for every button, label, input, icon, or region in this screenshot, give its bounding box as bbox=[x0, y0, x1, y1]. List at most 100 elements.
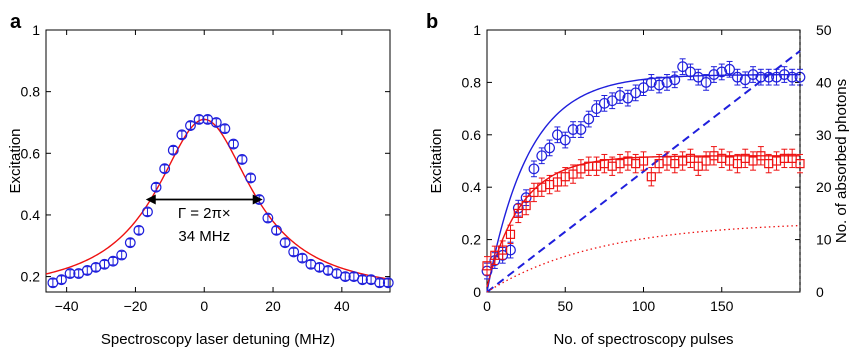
panel-a-plot-area bbox=[45, 29, 391, 293]
data-point bbox=[677, 61, 689, 73]
data-point bbox=[529, 187, 539, 198]
data-point bbox=[724, 63, 735, 75]
data-point bbox=[591, 103, 602, 114]
data-point bbox=[498, 245, 508, 255]
data-point bbox=[490, 250, 500, 260]
data-point bbox=[747, 69, 759, 80]
data-point bbox=[598, 97, 610, 109]
data-point bbox=[700, 76, 712, 88]
data-point bbox=[701, 156, 711, 166]
data-point bbox=[661, 76, 673, 88]
data-point bbox=[646, 172, 656, 182]
data-point bbox=[748, 156, 758, 166]
panel-a-x-axis-label: Spectroscopy laser detuning (MHz) bbox=[101, 331, 335, 348]
x-tick-label: 20 bbox=[265, 298, 281, 314]
data-point bbox=[116, 249, 128, 261]
data-point bbox=[645, 76, 657, 88]
panel-a-ticks: −40 −20 0 20 40 0.2 0.4 0.6 0.8 1 bbox=[21, 22, 390, 314]
data-point bbox=[787, 153, 797, 163]
data-point bbox=[732, 159, 743, 169]
data-point bbox=[236, 154, 248, 165]
x-tick-label: 100 bbox=[632, 298, 656, 314]
data-point bbox=[528, 163, 540, 175]
y-tick-label: 0.6 bbox=[462, 127, 482, 143]
panel-a: a −40 −20 0 20 40 0.2 0.4 0.6 0.8 1 Γ = 2π× 34 MH… bbox=[7, 11, 394, 348]
x-tick-label: 0 bbox=[200, 298, 208, 314]
data-point bbox=[669, 74, 681, 86]
linewidth-label-line2: 34 MHz bbox=[178, 228, 230, 245]
data-point bbox=[786, 71, 798, 83]
data-point bbox=[552, 129, 563, 141]
data-point bbox=[159, 163, 171, 175]
panel-a-label: a bbox=[10, 11, 22, 33]
panel-b-right-y-axis-label: No. of absorbed photons bbox=[833, 79, 850, 243]
right-y-tick-label: 0 bbox=[816, 284, 824, 300]
data-point bbox=[210, 117, 222, 128]
panel-b-y-axis-label: Excitation bbox=[428, 128, 445, 193]
y-tick-label: 0 bbox=[473, 284, 481, 300]
y-tick-label: 0.8 bbox=[462, 74, 482, 90]
panel-a-y-axis-label: Excitation bbox=[7, 128, 24, 193]
y-tick-label: 0.2 bbox=[21, 269, 41, 285]
data-point bbox=[357, 274, 368, 286]
data-point bbox=[107, 255, 119, 267]
panel-b-data bbox=[481, 58, 806, 280]
fit-curve-1 bbox=[45, 118, 391, 280]
dashed-photon-line bbox=[486, 50, 801, 293]
y-tick-label: 0.6 bbox=[21, 145, 41, 161]
x-tick-label: 50 bbox=[557, 298, 573, 314]
data-point bbox=[176, 129, 188, 141]
data-point bbox=[583, 113, 595, 125]
panel-a-annotation: Γ = 2π× 34 MHz bbox=[145, 194, 263, 245]
data-point bbox=[521, 200, 531, 211]
panel-b-label: b bbox=[426, 11, 438, 33]
data-point bbox=[64, 268, 76, 279]
data-point bbox=[692, 71, 704, 83]
data-point bbox=[544, 142, 555, 154]
data-point bbox=[568, 169, 578, 179]
data-point bbox=[193, 113, 205, 125]
data-point bbox=[567, 124, 579, 135]
data-point bbox=[685, 66, 696, 78]
data-point bbox=[150, 181, 162, 193]
data-point bbox=[219, 123, 231, 135]
data-point bbox=[374, 277, 386, 289]
data-point bbox=[622, 92, 634, 104]
data-point bbox=[513, 208, 523, 218]
data-point bbox=[771, 71, 782, 83]
data-point bbox=[482, 261, 492, 271]
data-point bbox=[536, 150, 548, 162]
data-point bbox=[716, 66, 728, 78]
data-point bbox=[795, 159, 805, 169]
data-point bbox=[606, 95, 618, 107]
data-point bbox=[552, 177, 563, 187]
data-point bbox=[133, 224, 145, 236]
data-point bbox=[755, 71, 767, 83]
data-point bbox=[245, 172, 257, 184]
panel-a-data bbox=[47, 113, 394, 289]
data-point bbox=[185, 120, 196, 131]
data-point bbox=[756, 151, 766, 161]
data-point bbox=[167, 144, 179, 156]
data-point bbox=[739, 74, 751, 86]
data-point bbox=[778, 69, 790, 80]
y-tick-label: 1 bbox=[473, 22, 481, 38]
data-point bbox=[732, 71, 743, 83]
data-point bbox=[124, 237, 136, 249]
y-tick-label: 0.2 bbox=[462, 232, 482, 248]
data-point bbox=[339, 271, 351, 282]
y-tick-label: 0.4 bbox=[462, 179, 482, 195]
data-point bbox=[382, 277, 394, 289]
panel-a-fit bbox=[45, 118, 391, 280]
data-point bbox=[575, 124, 587, 135]
data-point bbox=[708, 69, 720, 80]
y-tick-label: 1 bbox=[32, 22, 40, 38]
x-tick-label: 150 bbox=[710, 298, 734, 314]
arrowhead-left bbox=[145, 194, 156, 205]
arrowhead-right bbox=[252, 194, 263, 205]
y-tick-label: 0.4 bbox=[21, 207, 41, 223]
x-tick-label: 0 bbox=[483, 298, 491, 314]
data-point bbox=[505, 244, 516, 256]
